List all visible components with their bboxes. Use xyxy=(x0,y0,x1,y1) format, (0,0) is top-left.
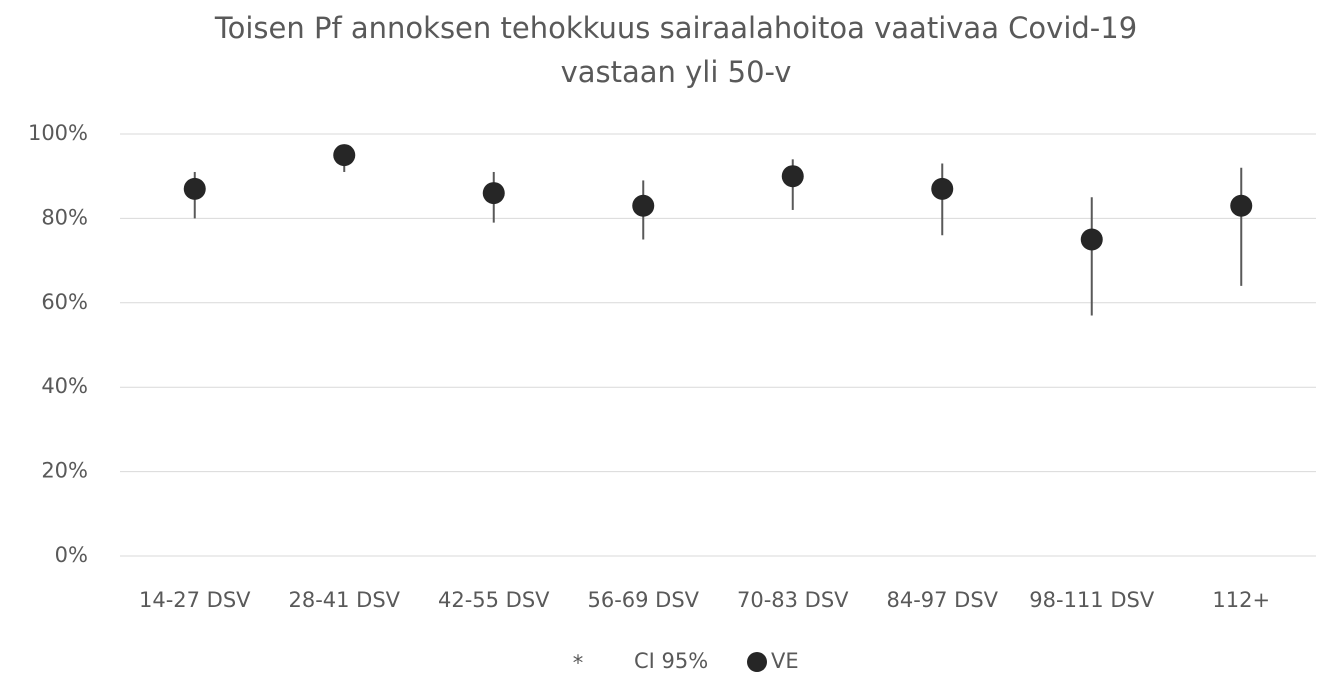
legend-marker: * xyxy=(573,651,584,675)
chart-subtitle: vastaan yli 50-v xyxy=(561,55,792,89)
x-tick-label: 112+ xyxy=(1212,588,1270,612)
x-tick-label: 70-83 DSV xyxy=(737,588,849,612)
x-tick-label: 98-111 DSV xyxy=(1029,588,1155,612)
point xyxy=(781,165,804,188)
y-tick-label: 20% xyxy=(41,459,88,483)
x-tick-label: 14-27 DSV xyxy=(139,588,251,612)
x-tick-label: 42-55 DSV xyxy=(438,588,550,612)
y-tick-label: 40% xyxy=(41,374,88,398)
y-tick-label: 100% xyxy=(28,121,88,145)
legend-marker xyxy=(747,652,767,672)
point xyxy=(931,177,954,200)
point xyxy=(1080,228,1103,251)
x-tick-label: 84-97 DSV xyxy=(886,588,998,612)
legend-label: CI 95% xyxy=(634,649,708,673)
point xyxy=(482,182,505,205)
chart-title: Toisen Pf annoksen tehokkuus sairaalahoi… xyxy=(214,11,1137,45)
y-tick-label: 60% xyxy=(41,290,88,314)
point xyxy=(333,144,356,167)
point xyxy=(1230,194,1253,217)
y-tick-label: 0% xyxy=(55,543,88,567)
point xyxy=(632,194,655,217)
x-tick-label: 56-69 DSV xyxy=(587,588,699,612)
point xyxy=(183,177,206,200)
y-tick-label: 80% xyxy=(41,205,88,229)
x-tick-label: 28-41 DSV xyxy=(288,588,400,612)
legend-label: VE xyxy=(771,649,799,673)
